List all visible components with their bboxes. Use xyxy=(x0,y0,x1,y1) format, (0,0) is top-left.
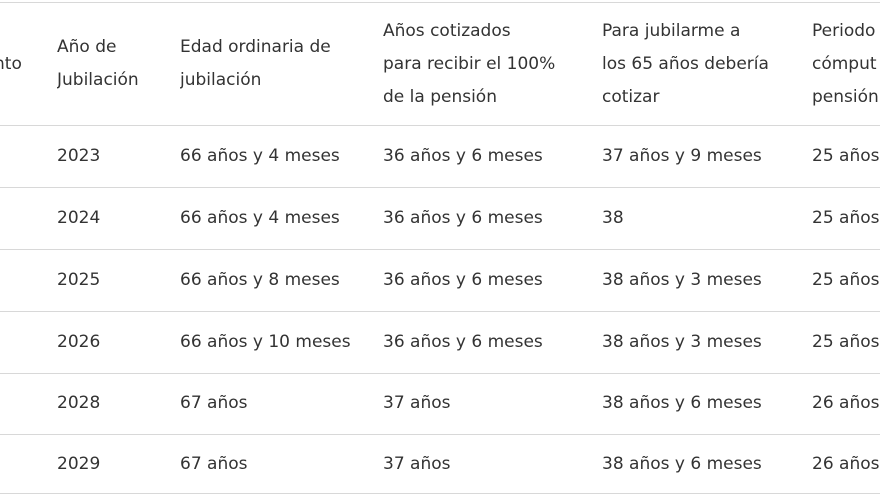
table-cell: 25 años xyxy=(812,332,880,352)
table-cell: 36 años y 6 meses xyxy=(383,332,543,352)
table-cell: 2025 xyxy=(57,270,101,290)
header-cell: Edad ordinaria de jubilación xyxy=(180,3,378,125)
header-cell: Periodo cómput pensión xyxy=(812,3,880,125)
table-cell: 67 años xyxy=(180,393,248,413)
header-line: Jubilación xyxy=(57,70,139,90)
table-cell: 26 años xyxy=(812,454,880,474)
table-cell: 38 años y 6 meses xyxy=(602,454,762,474)
table-cell: 36 años y 6 meses xyxy=(383,270,543,290)
header-line: cotizar xyxy=(602,86,660,107)
table-cell: 38 años y 3 meses xyxy=(602,332,762,352)
header-line: jubilación xyxy=(180,70,262,90)
row-divider xyxy=(0,2,880,3)
table-cell: 38 años y 3 meses xyxy=(602,270,762,290)
table-cell: 25 años xyxy=(812,270,880,290)
header-cell: nto xyxy=(0,3,34,125)
row-divider xyxy=(0,434,880,435)
header-cell: Años cotizados para recibir el 100% de la … xyxy=(383,3,597,125)
table-cell: 36 años y 6 meses xyxy=(383,208,543,228)
table-cell: 25 años xyxy=(812,146,880,166)
row-divider xyxy=(0,249,880,250)
header-line: Edad ordinaria de xyxy=(180,37,331,57)
table-cell: 2026 xyxy=(57,332,101,352)
header-line: nto xyxy=(0,53,22,74)
table-cell: 26 años xyxy=(812,393,880,413)
header-line: Año de xyxy=(57,37,117,57)
table-cell: 25 años xyxy=(812,208,880,228)
table-cell: 38 xyxy=(602,208,624,228)
table-cell: 37 años xyxy=(383,454,451,474)
row-divider xyxy=(0,493,880,494)
header-line: Para jubilarme a xyxy=(602,20,741,41)
header-cell: Para jubilarme a los 65 años debería cotiz… xyxy=(602,3,807,125)
table-cell: 36 años y 6 meses xyxy=(383,146,543,166)
header-line: cómput xyxy=(812,53,877,74)
header-line: Años cotizados xyxy=(383,20,511,41)
table-cell: 37 años xyxy=(383,393,451,413)
table-cell: 2023 xyxy=(57,146,101,166)
header-cell: Año de Jubilación xyxy=(57,3,175,125)
header-line: de la pensión xyxy=(383,86,497,107)
table-cell: 66 años y 4 meses xyxy=(180,208,340,228)
table-cell: 66 años y 4 meses xyxy=(180,146,340,166)
table-cell: 66 años y 8 meses xyxy=(180,270,340,290)
table-cell: 37 años y 9 meses xyxy=(602,146,762,166)
header-line: para recibir el 100% xyxy=(383,53,556,74)
row-divider xyxy=(0,187,880,188)
table-cell: 67 años xyxy=(180,454,248,474)
row-divider xyxy=(0,125,880,126)
table-cell: 2029 xyxy=(57,454,101,474)
table-cell: 2028 xyxy=(57,393,101,413)
header-line: pensión xyxy=(812,86,879,107)
row-divider xyxy=(0,373,880,374)
table-cell: 38 años y 6 meses xyxy=(602,393,762,413)
row-divider xyxy=(0,311,880,312)
header-line: Periodo xyxy=(812,20,876,41)
table-cell: 2024 xyxy=(57,208,101,228)
header-line: los 65 años debería xyxy=(602,53,769,74)
table-cell: 66 años y 10 meses xyxy=(180,332,351,352)
